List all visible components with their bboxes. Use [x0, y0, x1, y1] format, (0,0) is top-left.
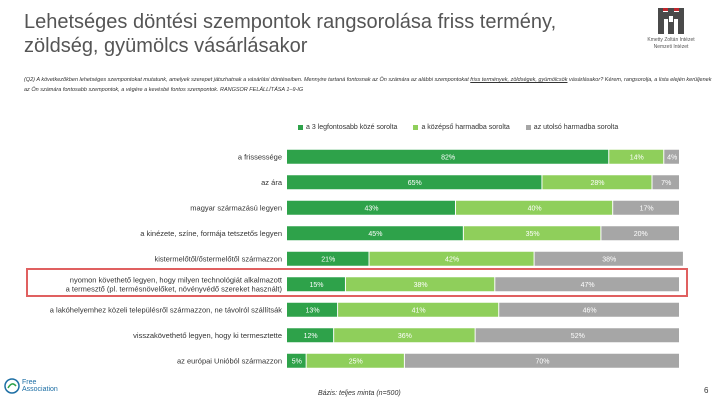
- data-label: 52%: [571, 333, 585, 340]
- data-label: 7%: [661, 180, 671, 187]
- data-label: 12%: [304, 333, 318, 340]
- page-number: 6: [704, 386, 709, 395]
- brand-mark-icon: [4, 378, 20, 394]
- data-label: 25%: [349, 358, 363, 365]
- bar-segment: [287, 328, 334, 343]
- bar-segment: [609, 149, 664, 164]
- data-label: 40%: [528, 205, 542, 212]
- legend-label-top3: a 3 legfontosabb közé sorolta: [306, 124, 398, 131]
- category-label: nyomon követhető legyen, hogy milyen tec…: [70, 275, 283, 284]
- question-part-1: (Q2) A következőkben lehetséges szempont…: [24, 77, 469, 83]
- brand-line-2: Association: [22, 386, 58, 393]
- bar-segment: [463, 226, 601, 241]
- data-label: 41%: [412, 307, 426, 314]
- legend-item-top3: a 3 legfontosabb közé sorolta: [298, 124, 397, 131]
- bar-segment: [475, 328, 679, 343]
- bar-segment: [287, 277, 345, 292]
- data-label: 35%: [526, 231, 540, 238]
- bar-segment: [338, 302, 499, 317]
- data-label: 4%: [667, 154, 677, 161]
- bar-segment: [287, 149, 609, 164]
- data-label: 38%: [414, 282, 428, 289]
- category-label: magyar származású legyen: [190, 203, 282, 212]
- legend-label-middle: a középső harmadba sorolta: [421, 124, 510, 131]
- institute-logo: Kmetty Zoltán Intézet Nemzeti Intézet: [640, 6, 702, 50]
- data-label: 47%: [581, 282, 595, 289]
- bar-segment: [345, 277, 495, 292]
- legend-item-middle: a középső harmadba sorolta: [413, 124, 510, 131]
- category-label: a kinézete, színe, formája tetszetős leg…: [140, 229, 282, 238]
- chart-legend: a 3 legfontosabb közé sorolta a középső …: [298, 124, 708, 131]
- highlight-box: [26, 268, 688, 297]
- question-text: (Q2) A következőkben lehetséges szempont…: [24, 75, 714, 95]
- data-label: 38%: [602, 256, 616, 263]
- bar-segment: [534, 251, 683, 266]
- bar-segment: [455, 200, 613, 215]
- question-part-2: vásárlásakor? Kérem, rangsorolja, a list…: [24, 77, 712, 93]
- bar-segment: [287, 175, 542, 190]
- data-label: 46%: [583, 307, 597, 314]
- category-label: kistermelőtől/őstermelőtől származzon: [154, 254, 282, 263]
- legend-item-last: az utolsó harmadba sorolta: [525, 124, 619, 131]
- data-label: 15%: [309, 282, 323, 289]
- bar-segment: [613, 200, 679, 215]
- category-label: az ára: [261, 178, 283, 187]
- data-label: 13%: [306, 307, 320, 314]
- data-label: 14%: [630, 154, 644, 161]
- bar-segment: [287, 226, 463, 241]
- bar-segment: [287, 302, 338, 317]
- category-label: a frissessége: [238, 152, 282, 161]
- data-label: 21%: [321, 256, 335, 263]
- bar-segment: [542, 175, 652, 190]
- bar-segment: [652, 175, 679, 190]
- legend-swatch-middle: [413, 125, 419, 130]
- bar-segment: [287, 200, 455, 215]
- legend-swatch-top3: [298, 125, 303, 130]
- logo-text-1: Kmetty Zoltán Intézet: [647, 37, 695, 43]
- page-title: Lehetséges döntési szempontok rangsorolá…: [24, 11, 557, 57]
- category-label: a lakóhelyemhez közeli településről szár…: [50, 305, 282, 314]
- bar-segment: [334, 328, 475, 343]
- free-association-logo: Free Association: [4, 378, 58, 394]
- castle-logo-icon: [658, 8, 684, 34]
- data-label: 70%: [535, 358, 549, 365]
- bar-segment: [499, 302, 679, 317]
- bar-segment: [404, 353, 679, 368]
- data-label: 65%: [408, 180, 422, 187]
- base-footnote: Bázis: teljes minta (n=500): [318, 390, 401, 397]
- data-label: 45%: [368, 231, 382, 238]
- bar-segment: [495, 277, 679, 292]
- category-label: az európai Unióból származzon: [177, 356, 282, 365]
- legend-swatch-last: [525, 125, 531, 130]
- data-label: 28%: [590, 180, 604, 187]
- bar-segment: [664, 149, 679, 164]
- bar-segment: [306, 353, 404, 368]
- brand-line-1: Free: [22, 379, 37, 386]
- bar-segment: [369, 251, 534, 266]
- category-label: a termesztő (pl. termésnövelőket, növény…: [66, 284, 283, 293]
- logo-text-2: Nemzeti Intézet: [653, 44, 689, 50]
- data-label: 20%: [634, 231, 648, 238]
- data-label: 36%: [398, 333, 412, 340]
- question-underlined: friss termények, zöldségek, gyümölcsök: [470, 77, 568, 83]
- data-label: 42%: [445, 256, 459, 263]
- data-label: 17%: [640, 205, 654, 212]
- legend-label-last: az utolsó harmadba sorolta: [533, 124, 619, 131]
- data-label: 43%: [364, 205, 378, 212]
- bar-segment: [601, 226, 679, 241]
- category-label: visszakövethető legyen, hogy ki termeszt…: [133, 331, 282, 340]
- data-label: 82%: [441, 154, 455, 161]
- bar-segment: [287, 353, 306, 368]
- data-label: 5%: [292, 358, 302, 365]
- bar-segment: [287, 251, 369, 266]
